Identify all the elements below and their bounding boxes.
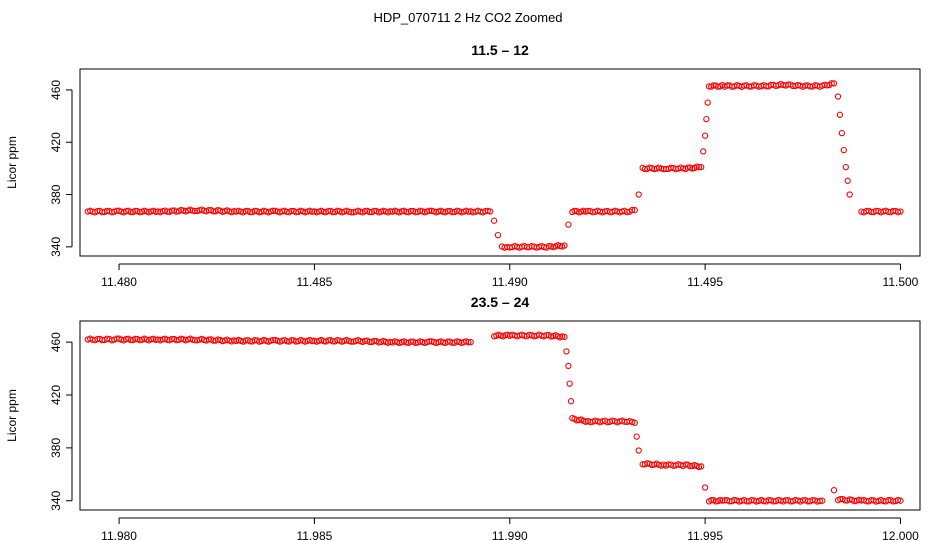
figure-title: HDP_070711 2 Hz CO2 Zoomed bbox=[373, 10, 562, 25]
data-point bbox=[152, 208, 159, 216]
data-point bbox=[269, 336, 277, 344]
data-point bbox=[828, 80, 835, 87]
data-point bbox=[897, 497, 904, 504]
data-point bbox=[565, 362, 572, 370]
y-tick-label: 460 bbox=[49, 80, 63, 100]
x-tick-label: 11.980 bbox=[101, 529, 137, 540]
plot-frame bbox=[79, 68, 921, 257]
data-point bbox=[308, 337, 316, 345]
data-point bbox=[631, 419, 638, 426]
series bbox=[84, 331, 904, 505]
data-point bbox=[561, 333, 568, 341]
y-axis-label: Licor ppm bbox=[5, 389, 19, 442]
x-axis: 11.980 11.985 11.990 11.995 12.000 bbox=[101, 517, 919, 540]
data-point bbox=[269, 207, 277, 214]
data-point bbox=[840, 146, 847, 154]
data-point bbox=[631, 207, 638, 214]
panel-title: 23.5 – 24 bbox=[471, 294, 530, 310]
y-axis: 340 380 420 460 Licor ppm bbox=[5, 80, 73, 257]
data-point bbox=[465, 339, 472, 346]
data-point bbox=[487, 208, 494, 215]
data-point bbox=[629, 418, 636, 426]
data-point bbox=[819, 497, 826, 504]
data-point bbox=[830, 487, 838, 494]
data-point bbox=[565, 221, 572, 228]
data-point bbox=[494, 231, 502, 239]
x-tick-label: 11.495 bbox=[687, 275, 723, 289]
data-point bbox=[701, 484, 709, 491]
y-tick-label: 380 bbox=[49, 438, 63, 458]
y-tick-label: 340 bbox=[49, 490, 63, 510]
data-point bbox=[846, 191, 853, 198]
series bbox=[84, 80, 904, 251]
data-point bbox=[693, 163, 700, 170]
y-tick-label: 420 bbox=[49, 385, 63, 405]
y-tick-label: 420 bbox=[49, 132, 63, 152]
data-point bbox=[816, 497, 824, 505]
data-point bbox=[698, 163, 705, 171]
data-point bbox=[467, 338, 474, 346]
data-point bbox=[844, 177, 851, 184]
x-tick-label: 11.995 bbox=[687, 529, 723, 540]
data-point bbox=[838, 129, 846, 137]
data-point bbox=[308, 208, 316, 215]
panel-11-5-to-12: 11.5 – 12 11.480 11.485 11.490 11.495 11.500 3… bbox=[5, 42, 921, 289]
data-point bbox=[684, 164, 691, 171]
x-tick-label: 11.490 bbox=[492, 275, 528, 289]
data-point bbox=[695, 163, 703, 171]
data-point bbox=[189, 207, 196, 214]
data-point bbox=[836, 111, 844, 118]
data-point bbox=[387, 208, 394, 215]
y-axis: 340 380 420 460 Licor ppm bbox=[5, 332, 73, 511]
data-point bbox=[633, 433, 640, 440]
x-tick-label: 11.480 bbox=[101, 275, 137, 289]
x-axis: 11.480 11.485 11.490 11.495 11.500 bbox=[101, 263, 919, 289]
data-point bbox=[703, 115, 710, 123]
data-point bbox=[629, 206, 636, 214]
data-point bbox=[152, 336, 159, 344]
data-point bbox=[566, 380, 573, 387]
data-point bbox=[842, 163, 849, 171]
data-point bbox=[700, 148, 707, 155]
data-point bbox=[561, 242, 568, 249]
data-point bbox=[834, 93, 842, 100]
x-tick-label: 11.990 bbox=[492, 529, 528, 540]
panel-title: 11.5 – 12 bbox=[471, 42, 529, 58]
data-point bbox=[701, 132, 709, 139]
x-tick-label: 11.485 bbox=[297, 275, 333, 289]
y-axis-label: Licor ppm bbox=[5, 136, 19, 189]
data-point bbox=[635, 191, 642, 198]
x-tick-label: 11.985 bbox=[297, 529, 333, 540]
panel-23-5-to-24: 23.5 – 24 11.980 11.985 11.990 11.995 12.000 3… bbox=[5, 294, 921, 540]
x-tick-label: 12.000 bbox=[882, 529, 919, 540]
data-point bbox=[567, 398, 575, 405]
data-point bbox=[635, 447, 642, 454]
data-point bbox=[623, 208, 631, 216]
data-point bbox=[698, 463, 705, 470]
y-tick-label: 460 bbox=[49, 332, 63, 352]
plot-frame bbox=[79, 320, 921, 511]
data-point bbox=[704, 99, 711, 106]
y-tick-label: 340 bbox=[49, 237, 63, 257]
data-point bbox=[490, 217, 498, 224]
data-point bbox=[897, 208, 904, 215]
data-point bbox=[563, 348, 570, 355]
y-tick-label: 380 bbox=[49, 184, 63, 204]
data-point bbox=[830, 80, 838, 87]
data-point bbox=[573, 417, 580, 424]
data-point bbox=[230, 208, 238, 215]
x-tick-label: 11.500 bbox=[883, 275, 919, 289]
